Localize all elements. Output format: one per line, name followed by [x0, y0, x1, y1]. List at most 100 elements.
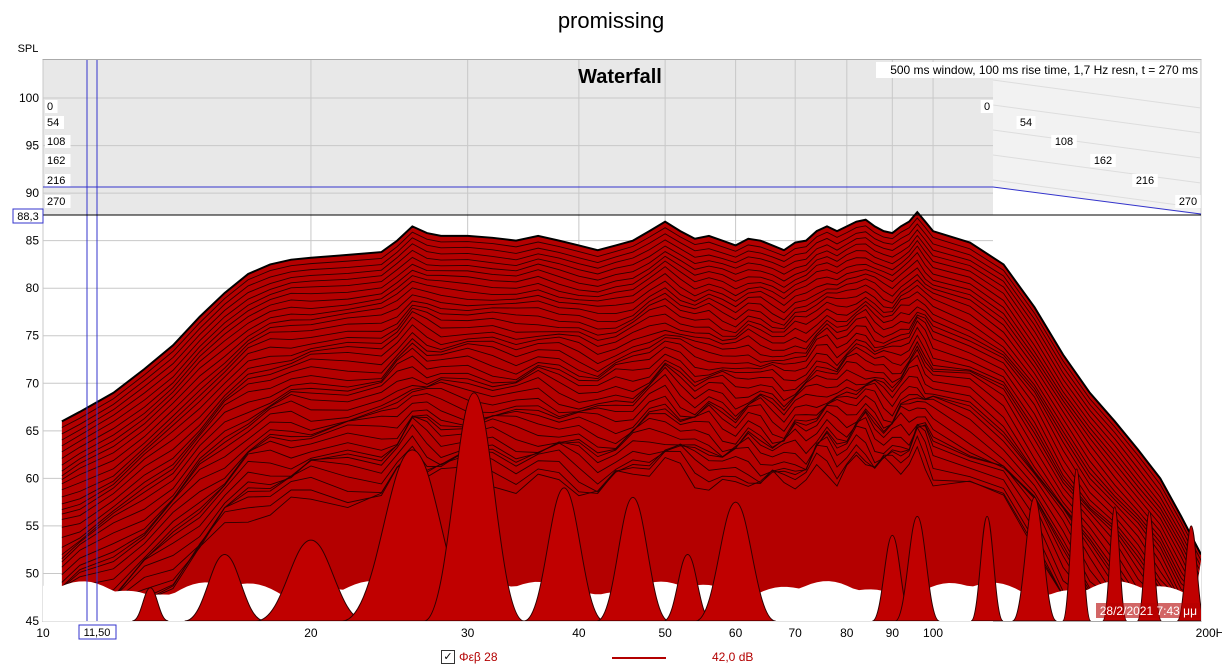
time-label-right: 54 — [1020, 117, 1032, 129]
back-wall — [43, 60, 993, 215]
surface-top-edge — [61, 210, 1201, 555]
decay-slice — [61, 400, 1201, 602]
time-label-left: 108 — [47, 136, 65, 148]
x-tick-label: 100 — [923, 626, 943, 640]
y-tick-label: 65 — [26, 424, 40, 438]
time-label-bg — [45, 174, 71, 187]
time-label-bg — [45, 195, 71, 208]
legend-line-swatch — [612, 657, 666, 659]
decay-slice — [61, 267, 1201, 602]
decay-peak — [970, 515, 1004, 621]
depth-gridline — [992, 129, 1202, 159]
decay-peak — [596, 496, 670, 621]
decay-slice — [61, 423, 1201, 602]
decay-slice — [61, 259, 1201, 602]
time-label-bg — [45, 135, 71, 148]
decay-slice — [61, 340, 1201, 602]
cursor-x-readout-box — [78, 624, 117, 640]
y-axis-label: SPL — [18, 43, 39, 55]
decay-slice — [61, 316, 1201, 602]
timestamp: 28/2/2021 7:43 μμ — [1100, 604, 1197, 618]
decay-slice — [61, 320, 1201, 602]
time-label-bg — [1016, 116, 1036, 129]
y-tick-label: 70 — [26, 376, 40, 390]
cursor-x-readout: 11,50 — [84, 627, 111, 639]
decay-slice — [61, 245, 1201, 591]
decay-slice — [61, 239, 1201, 585]
decay-slice — [61, 434, 1201, 602]
info-box — [876, 62, 1200, 78]
cursor-y-readout-box — [12, 208, 44, 224]
x-tick-label: 20 — [304, 626, 318, 640]
depth-gridline — [992, 179, 1202, 209]
time-label-bg — [1132, 174, 1158, 187]
decay-peak — [1062, 468, 1092, 621]
y-tick-label: 75 — [26, 329, 40, 343]
time-label-bg — [1090, 154, 1116, 167]
time-axis: 0 0 54 54 108 108 162 162 216 216 270 270 — [45, 100, 1201, 208]
decay-slice — [61, 364, 1201, 602]
decay-slice — [61, 223, 1201, 567]
decay-slice — [61, 426, 1201, 602]
decay-peak — [1176, 525, 1201, 621]
x-tick-label: 50 — [658, 626, 672, 640]
x-tick-label: 40 — [572, 626, 586, 640]
y-tick-label: 95 — [26, 139, 40, 153]
decay-peak — [184, 553, 265, 621]
x-tick-label: 90 — [886, 626, 900, 640]
time-label-right: 216 — [1136, 175, 1154, 187]
time-label-left: 270 — [47, 196, 65, 208]
decay-slice — [61, 251, 1201, 599]
decay-slice — [61, 284, 1201, 602]
decay-slice — [61, 279, 1201, 602]
chart-title: Waterfall — [578, 66, 662, 88]
legend-value: 42,0 dB — [712, 650, 754, 664]
y-tick-label: 50 — [26, 566, 40, 580]
decay-peak — [255, 539, 366, 621]
y-tick-label: 85 — [26, 234, 40, 248]
x-tick-label: 200Hz — [1196, 626, 1222, 640]
cursor-horizontal-line-depth — [992, 186, 1202, 215]
depth-gridline — [992, 79, 1202, 109]
decay-peak — [423, 392, 525, 621]
decay-slice — [61, 405, 1201, 602]
timestamp-bg — [1096, 603, 1200, 618]
time-label-right: 270 — [1179, 196, 1197, 208]
y-tick-label: 90 — [26, 186, 40, 200]
decay-peak — [894, 515, 940, 621]
time-label-bg — [1175, 195, 1201, 208]
x-axis: 10 20 30 40 50 60 70 80 90 100 200Hz — [36, 626, 1222, 640]
time-label-right: 108 — [1055, 136, 1073, 148]
time-label-bg — [45, 116, 64, 129]
depth-gridline — [992, 104, 1202, 134]
decay-peak — [132, 587, 169, 621]
y-tick-label: 45 — [26, 614, 40, 628]
decay-slice — [61, 348, 1201, 602]
x-tick-label: 10 — [36, 626, 50, 640]
decay-slice — [61, 229, 1201, 573]
time-label-left: 54 — [47, 117, 59, 129]
depth-gridline — [992, 154, 1202, 184]
x-tick-label: 60 — [729, 626, 743, 640]
legend-checkbox[interactable]: ✓ — [441, 650, 455, 664]
y-tick-label: 60 — [26, 471, 40, 485]
analysis-info: 500 ms window, 100 ms rise time, 1,7 Hz … — [890, 63, 1198, 77]
decay-slice — [61, 291, 1201, 602]
decay-slice — [61, 217, 1201, 561]
time-label-left: 216 — [47, 175, 65, 187]
decay-peak — [1012, 496, 1057, 621]
x-tick-label: 30 — [461, 626, 475, 640]
page-title: promissing — [557, 8, 665, 33]
decay-peaks — [132, 392, 1201, 621]
time-label-right: 162 — [1094, 155, 1112, 167]
decay-slice — [61, 445, 1201, 602]
decay-slice — [61, 373, 1201, 602]
decay-peak — [523, 487, 605, 621]
cursor-y-readout: 88,3 — [17, 211, 38, 223]
decay-slice — [61, 273, 1201, 602]
decay-slice — [61, 425, 1201, 602]
decay-slice — [61, 395, 1201, 602]
y-tick-label: 80 — [26, 281, 40, 295]
decay-slice — [61, 388, 1201, 602]
